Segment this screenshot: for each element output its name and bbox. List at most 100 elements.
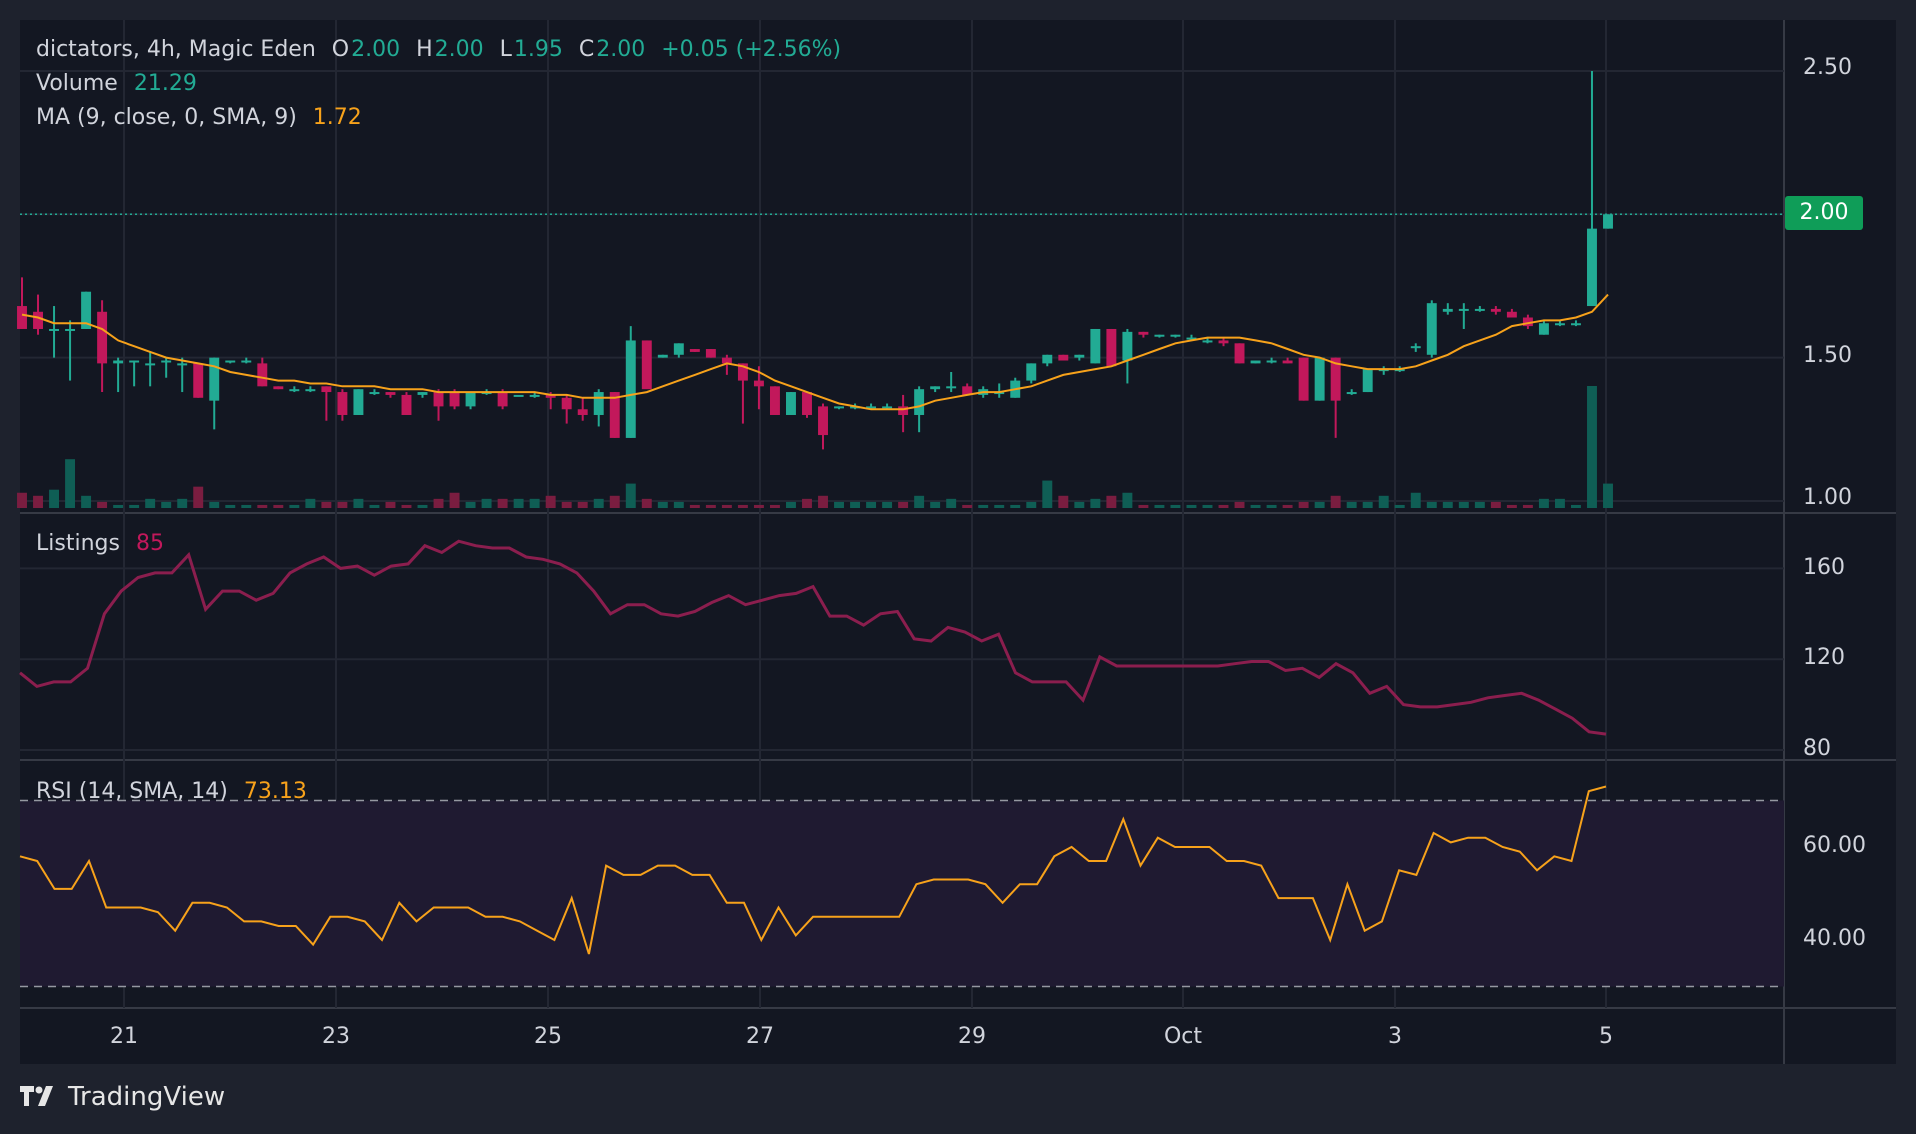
candle-body <box>1394 369 1405 372</box>
ma-legend: MA (9, close, 0, SMA, 9) 1.72 <box>36 105 364 130</box>
volume-bar <box>33 495 43 508</box>
volume-bar <box>1234 501 1245 508</box>
candle-body <box>1587 228 1597 307</box>
candle-body <box>17 306 27 329</box>
volume-bar <box>1154 504 1165 508</box>
volume-bar <box>1298 501 1309 508</box>
candle-body <box>1106 328 1117 367</box>
low-label: L <box>499 37 512 62</box>
volume-bar <box>898 501 909 508</box>
rsi-line <box>19 785 1607 955</box>
volume-bar <box>1314 501 1325 508</box>
volume-bar <box>1474 501 1485 508</box>
volume-bar <box>657 501 668 508</box>
tradingview-brand[interactable]: TradingView <box>20 1082 225 1112</box>
candle-body <box>1234 343 1245 364</box>
candle-body <box>1314 357 1325 401</box>
volume-bar <box>1522 504 1533 508</box>
candle-body <box>1458 308 1469 311</box>
listings-line <box>19 539 1607 736</box>
candle-body <box>1266 360 1277 363</box>
candle-body <box>721 357 732 364</box>
candle-body <box>1506 311 1517 318</box>
volume-bar <box>641 498 652 508</box>
volume-bar <box>994 504 1005 508</box>
volume-bar <box>49 489 60 508</box>
volume-bar <box>257 504 268 508</box>
volume-bar <box>1394 504 1405 508</box>
volume-bar <box>930 501 941 508</box>
volume-bar <box>1074 501 1085 508</box>
listings-value: 85 <box>135 531 164 556</box>
candle-body <box>193 363 204 398</box>
volume-bar <box>769 504 780 508</box>
x-tick-21: 21 <box>110 1024 138 1049</box>
volume-bar <box>866 501 877 508</box>
volume-bar <box>786 501 796 508</box>
candle-body <box>673 343 684 355</box>
volume-bar <box>737 504 748 508</box>
listings-label: Listings <box>36 531 120 556</box>
volume-bar <box>529 498 540 508</box>
volume-bar <box>417 504 428 508</box>
volume-bar <box>305 498 316 508</box>
candle-body <box>786 392 796 415</box>
candle-body <box>1538 323 1549 335</box>
volume-bar <box>914 495 925 508</box>
candle-body <box>241 360 252 363</box>
series-marks <box>17 70 1613 955</box>
candle-body <box>561 397 572 410</box>
volume-bar <box>513 498 524 508</box>
candle-body <box>1490 308 1501 312</box>
volume-bar <box>818 495 828 508</box>
candle-body <box>177 363 188 366</box>
volume-bar <box>145 498 156 508</box>
x-tick-5: 5 <box>1599 1024 1613 1049</box>
volume-bar <box>1426 501 1437 508</box>
volume-bar <box>978 504 989 508</box>
rsi-tick-40: 40.00 <box>1803 926 1866 951</box>
ma-label: MA (9, close, 0, SMA, 9) <box>36 105 297 130</box>
candle-body <box>1474 308 1485 311</box>
candle-body <box>577 409 588 415</box>
volume-bar <box>1090 498 1101 508</box>
volume-bar <box>17 492 27 508</box>
low-value: 1.95 <box>513 37 563 62</box>
volume-bar <box>1506 504 1517 508</box>
volume-bar <box>193 486 204 508</box>
candle-body <box>882 406 893 409</box>
candle-body <box>641 340 652 390</box>
candle-body <box>225 360 236 363</box>
rsi-value: 73.13 <box>243 779 307 804</box>
rsi-legend: RSI (14, SMA, 14) 73.13 <box>36 779 309 804</box>
candle-body <box>81 291 92 329</box>
volume-bar <box>465 501 476 508</box>
x-tick-3: 3 <box>1388 1024 1402 1049</box>
volume-bar <box>609 495 620 508</box>
candle-body <box>625 340 636 438</box>
candle-body <box>1186 337 1197 340</box>
candle-body <box>465 392 476 407</box>
volume-bar <box>241 504 252 508</box>
open-label: O <box>331 37 350 62</box>
volume-bar <box>1026 501 1037 508</box>
price-tick-2-50: 2.50 <box>1803 55 1852 80</box>
listings-tick-120: 120 <box>1803 645 1845 670</box>
volume-bar <box>1218 504 1229 508</box>
volume-bar <box>577 501 588 508</box>
volume-bar <box>1458 501 1469 508</box>
candle-body <box>305 389 316 392</box>
volume-bar <box>1378 495 1389 508</box>
volume-bar <box>1490 501 1501 508</box>
candle-body <box>1330 357 1341 401</box>
volume-bar <box>1538 498 1549 508</box>
candle-body <box>834 406 844 409</box>
candle-body <box>705 349 716 358</box>
volume-bar <box>946 498 957 508</box>
volume-bar <box>113 504 124 508</box>
candle-body <box>1154 334 1165 337</box>
candle-body <box>33 311 43 329</box>
rsi-label: RSI (14, SMA, 14) <box>36 779 228 804</box>
candle-body <box>113 360 124 364</box>
